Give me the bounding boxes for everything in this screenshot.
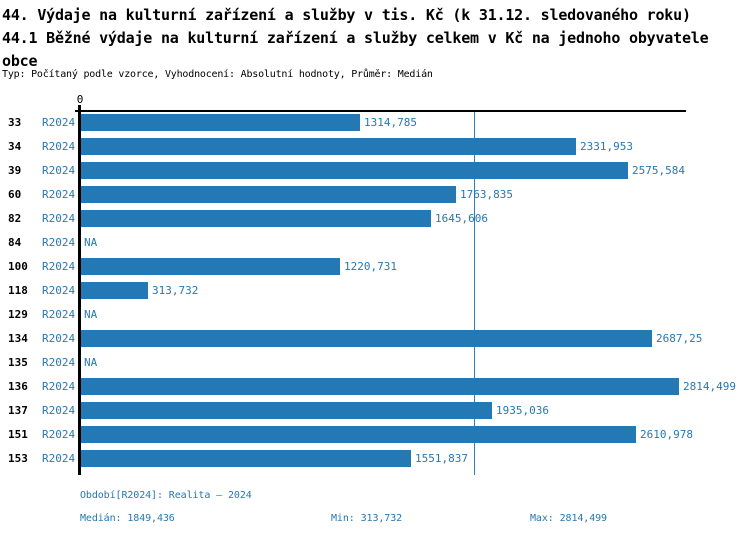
bar bbox=[81, 114, 360, 131]
row-series-label: R2024 bbox=[42, 332, 76, 345]
report-subtitle: Typ: Počítaný podle vzorce, Vyhodnocení:… bbox=[2, 69, 433, 80]
bar bbox=[81, 282, 148, 299]
bar-value-label: 2814,499 bbox=[683, 380, 736, 393]
row-series-label: R2024 bbox=[42, 236, 76, 249]
row-category-label: 33 bbox=[8, 116, 22, 129]
report-title-line-3: obce bbox=[2, 52, 38, 70]
footer-max: Max: 2814,499 bbox=[530, 513, 607, 524]
row-category-label: 135 bbox=[8, 356, 28, 369]
row-series-label: R2024 bbox=[42, 356, 76, 369]
bar bbox=[81, 162, 628, 179]
row-series-label: R2024 bbox=[42, 308, 76, 321]
row-series-label: R2024 bbox=[42, 284, 76, 297]
bar bbox=[81, 210, 431, 227]
bar-value-label: 1220,731 bbox=[344, 260, 397, 273]
bar-value-label: 1935,036 bbox=[496, 404, 549, 417]
bar-value-label: 1551,837 bbox=[415, 452, 468, 465]
row-series-label: R2024 bbox=[42, 428, 76, 441]
row-category-label: 60 bbox=[8, 188, 22, 201]
x-axis-tick-label: 0 bbox=[76, 93, 84, 106]
row-series-label: R2024 bbox=[42, 164, 76, 177]
bar-value-label: NA bbox=[84, 236, 98, 249]
row-category-label: 34 bbox=[8, 140, 22, 153]
bar-value-label: 313,732 bbox=[152, 284, 199, 297]
row-category-label: 39 bbox=[8, 164, 22, 177]
row-series-label: R2024 bbox=[42, 380, 76, 393]
row-series-label: R2024 bbox=[42, 116, 76, 129]
footer-median: Medián: 1849,436 bbox=[80, 513, 175, 524]
row-series-label: R2024 bbox=[42, 452, 76, 465]
report-title-line-1: 44. Výdaje na kulturní zařízení a služby… bbox=[2, 6, 691, 24]
bar-value-label: 2610,978 bbox=[640, 428, 693, 441]
bar-value-label: NA bbox=[84, 356, 98, 369]
row-category-label: 100 bbox=[8, 260, 28, 273]
bar-value-label: 2331,953 bbox=[580, 140, 633, 153]
row-series-label: R2024 bbox=[42, 212, 76, 225]
row-category-label: 134 bbox=[8, 332, 28, 345]
footer-min: Min: 313,732 bbox=[331, 513, 403, 524]
bar bbox=[81, 402, 492, 419]
row-category-label: 82 bbox=[8, 212, 22, 225]
row-category-label: 153 bbox=[8, 452, 28, 465]
bar-value-label: 1314,785 bbox=[364, 116, 417, 129]
row-series-label: R2024 bbox=[42, 140, 76, 153]
row-category-label: 84 bbox=[8, 236, 22, 249]
bar-value-label: 2687,25 bbox=[656, 332, 703, 345]
bar bbox=[81, 138, 576, 155]
median-line bbox=[474, 110, 475, 475]
bar-value-label: 1645,606 bbox=[435, 212, 488, 225]
bar bbox=[81, 378, 679, 395]
bar bbox=[81, 186, 456, 203]
row-category-label: 137 bbox=[8, 404, 28, 417]
x-axis-line bbox=[75, 110, 686, 112]
footer-period: Období[R2024]: Realita – 2024 bbox=[80, 490, 252, 501]
row-series-label: R2024 bbox=[42, 404, 76, 417]
row-category-label: 129 bbox=[8, 308, 28, 321]
report-title-line-2: 44.1 Běžné výdaje na kulturní zařízení a… bbox=[2, 29, 709, 47]
bar bbox=[81, 330, 652, 347]
bar bbox=[81, 426, 636, 443]
row-series-label: R2024 bbox=[42, 188, 76, 201]
bar-value-label: 2575,584 bbox=[632, 164, 685, 177]
bar bbox=[81, 450, 411, 467]
row-series-label: R2024 bbox=[42, 260, 76, 273]
row-category-label: 136 bbox=[8, 380, 28, 393]
row-category-label: 151 bbox=[8, 428, 28, 441]
y-axis-line bbox=[78, 105, 81, 475]
bar-value-label: 1763,835 bbox=[460, 188, 513, 201]
bar-value-label: NA bbox=[84, 308, 98, 321]
bar bbox=[81, 258, 340, 275]
row-category-label: 118 bbox=[8, 284, 28, 297]
